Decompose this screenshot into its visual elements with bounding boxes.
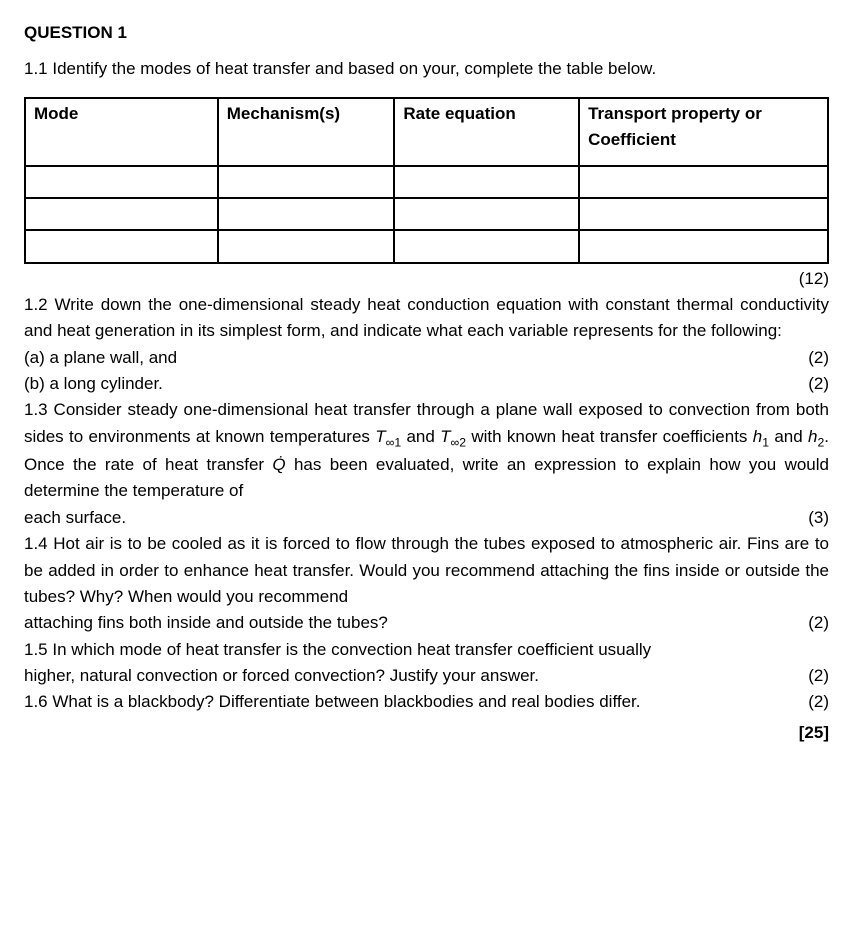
q12b-label: (b) a long cylinder. xyxy=(24,371,796,397)
table-cell xyxy=(218,198,395,230)
q12b-marks: (2) xyxy=(796,371,829,397)
q12a-row: (a) a plane wall, and (2) xyxy=(24,345,829,371)
q13-marks: (3) xyxy=(796,505,829,531)
table-cell xyxy=(394,230,579,262)
q11-marks: (12) xyxy=(24,266,829,292)
q12-text: 1.2 Write down the one-dimensional stead… xyxy=(24,292,829,345)
heat-modes-table: ModeMechanism(s)Rate equationTransport p… xyxy=(24,97,829,264)
table-cell xyxy=(25,230,218,262)
table-cell xyxy=(25,198,218,230)
q11-intro: 1.1 Identify the modes of heat transfer … xyxy=(24,56,829,82)
question-title: QUESTION 1 xyxy=(24,20,829,46)
table-cell xyxy=(579,166,828,198)
table-cell xyxy=(218,230,395,262)
table-cell xyxy=(394,198,579,230)
table-header: Transport property or Coefficient xyxy=(579,98,828,166)
q13-h1-sub: 1 xyxy=(762,435,769,449)
q14-text: 1.4 Hot air is to be cooled as it is for… xyxy=(24,531,829,610)
q16-text: 1.6 What is a blackbody? Differentiate b… xyxy=(24,689,796,715)
table-header: Mechanism(s) xyxy=(218,98,395,166)
table-cell xyxy=(394,166,579,198)
q13-T2-sub: ∞2 xyxy=(451,435,467,449)
q13-lastline-left: each surface. xyxy=(24,505,796,531)
q14-marks: (2) xyxy=(796,610,829,636)
q15-marks: (2) xyxy=(796,663,829,689)
table-row xyxy=(25,230,828,262)
q14-lastline: attaching fins both inside and outside t… xyxy=(24,610,829,636)
q13-mid1: with known heat transfer coefficients xyxy=(466,427,753,446)
q15-lastline: higher, natural convection or forced con… xyxy=(24,663,829,689)
q13-text: 1.3 Consider steady one-dimensional heat… xyxy=(24,397,829,504)
q12b-row: (b) a long cylinder. (2) xyxy=(24,371,829,397)
table-row xyxy=(25,166,828,198)
q13-Q: Q̇ xyxy=(272,455,285,474)
q13-T2: T xyxy=(440,427,450,446)
q14-lastline-left: attaching fins both inside and outside t… xyxy=(24,610,796,636)
table-cell xyxy=(579,230,828,262)
q16-marks: (2) xyxy=(796,689,829,715)
q12a-marks: (2) xyxy=(796,345,829,371)
table-cell xyxy=(218,166,395,198)
table-cell xyxy=(25,166,218,198)
table-row xyxy=(25,198,828,230)
q13-and1: and xyxy=(401,427,440,446)
table-header: Mode xyxy=(25,98,218,166)
q16-row: 1.6 What is a blackbody? Differentiate b… xyxy=(24,689,829,715)
q13-h1: h xyxy=(753,427,762,446)
table-cell xyxy=(579,198,828,230)
total-marks: [25] xyxy=(24,720,829,746)
q13-lastline: each surface. (3) xyxy=(24,505,829,531)
q13-T1-sub: ∞1 xyxy=(386,435,402,449)
q13-T1: T xyxy=(375,427,385,446)
table-header: Rate equation xyxy=(394,98,579,166)
q15-lastline-left: higher, natural convection or forced con… xyxy=(24,663,796,689)
q15-text: 1.5 In which mode of heat transfer is th… xyxy=(24,637,829,663)
q13-and2: and xyxy=(769,427,808,446)
q12a-label: (a) a plane wall, and xyxy=(24,345,796,371)
